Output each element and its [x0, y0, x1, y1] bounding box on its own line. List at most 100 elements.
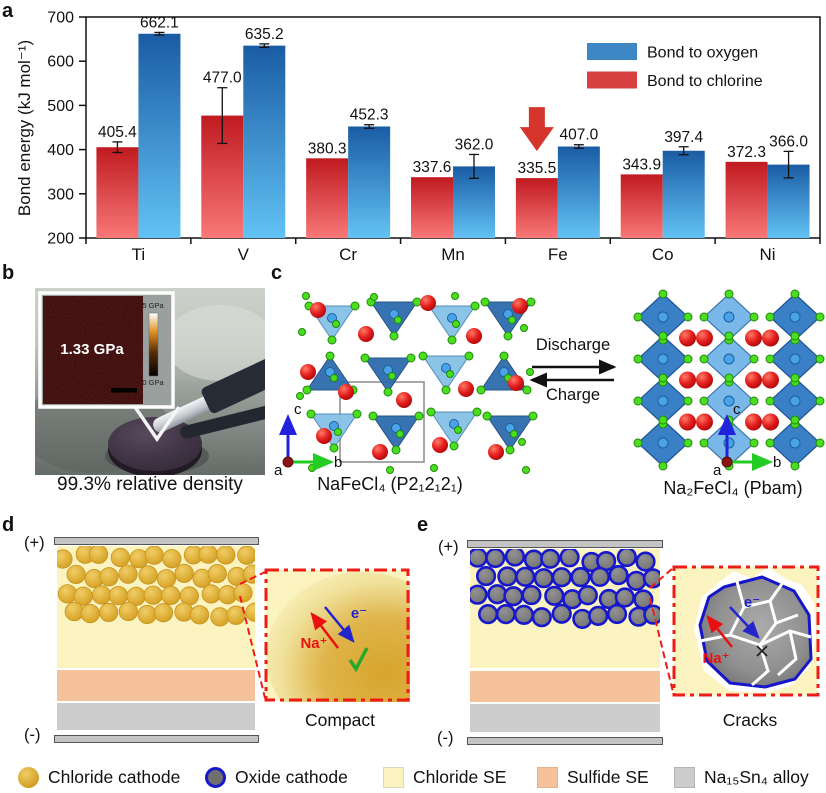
fe-atom	[789, 353, 801, 365]
cl-atom	[765, 438, 775, 448]
na-atom	[745, 371, 762, 389]
cl-atom	[414, 411, 424, 421]
cl-atom	[470, 301, 480, 311]
panel-b-label: b	[2, 262, 15, 284]
na2fecl4-formula: Na₂FeCl₄ (Pbam)	[663, 478, 803, 498]
chloride-particle	[179, 586, 199, 606]
na-atom	[512, 298, 528, 314]
alloy-swatch	[674, 766, 695, 788]
na-atom	[316, 428, 332, 444]
cl-atom	[386, 466, 394, 474]
axis-c-label: c	[294, 401, 302, 418]
chloride-particle	[118, 601, 138, 622]
bar-V-oxygen	[243, 45, 286, 238]
na-atom	[488, 444, 504, 460]
chloride-particle	[88, 546, 109, 564]
x-category-label: Ni	[760, 245, 776, 262]
na-atom	[762, 371, 779, 389]
na-atom	[300, 364, 316, 380]
y-axis-label: Bond energy (kJ mol⁻¹)	[15, 40, 34, 216]
cracks-inset: Na⁺ e⁻	[672, 565, 820, 697]
bar-Co-oxygen	[662, 150, 705, 238]
nafecl4-formula: NaFeCl₄ (P2₁2₁2₁)	[317, 474, 463, 494]
chloride-particle	[226, 605, 246, 625]
check-icon	[348, 647, 369, 673]
na-atom	[458, 381, 474, 397]
na-ion-label: Na⁺	[702, 650, 729, 667]
cl-atom	[790, 331, 800, 341]
panel-d-bottom-electrode	[54, 735, 259, 743]
fe-atom	[383, 365, 393, 375]
bar-Ti-oxygen	[138, 33, 181, 238]
sulfide-se-swatch	[537, 766, 558, 788]
panel-e-minus-terminal: (-)	[437, 729, 454, 747]
na-atom	[358, 326, 374, 342]
bar-value-label: 343.9	[622, 156, 661, 173]
bar-value-label: 452.3	[350, 107, 389, 124]
cl-atom	[482, 411, 492, 421]
cl-atom	[522, 385, 532, 395]
cl-atom	[306, 409, 316, 419]
fe-atom	[723, 395, 735, 407]
legend-item-chloride-cathode: Chloride cathode	[18, 763, 180, 791]
oxide-particle	[540, 549, 561, 569]
oxide-particle	[470, 549, 488, 568]
colorbar-max: 5 GPa	[142, 301, 164, 310]
cl-atom	[683, 396, 693, 406]
chloride-particle	[110, 547, 130, 568]
chloride-particle	[66, 564, 86, 585]
chloride-particle	[161, 585, 181, 606]
panel-e-plus-terminal: (+)	[438, 538, 459, 556]
bar-Co-chlorine	[620, 174, 663, 238]
compact-caption: Compact	[304, 710, 376, 730]
oxide-particle	[572, 608, 593, 630]
cl-atom	[526, 297, 536, 307]
na-atom	[762, 413, 779, 431]
panel-d-label: d	[2, 514, 15, 536]
cl-atom	[447, 335, 457, 345]
fe-atom	[657, 437, 669, 449]
cl-atom	[449, 441, 459, 451]
bar-Fe-oxygen	[557, 146, 600, 238]
chloride-particle	[99, 602, 119, 623]
oxide-particle	[608, 564, 629, 586]
na-atom	[310, 302, 326, 318]
cl-atom	[815, 396, 825, 406]
chloride-particle	[233, 583, 253, 603]
na-atom	[508, 375, 524, 391]
na-atom	[420, 295, 436, 311]
panel-e-label: e	[417, 514, 429, 536]
chloride-cathode-particles	[57, 546, 255, 627]
chloride-particle	[216, 546, 236, 565]
cl-atom	[683, 354, 693, 364]
bar-Fe-chlorine	[515, 178, 558, 238]
na-ion-arrow	[310, 612, 339, 649]
bar-value-label: 380.3	[308, 140, 347, 157]
y-tick-label: 600	[47, 54, 74, 71]
na-atom	[432, 437, 448, 453]
panel-e-alloy-layer	[470, 704, 660, 732]
cl-atom	[633, 396, 643, 406]
charge-label: Charge	[545, 386, 601, 404]
cl-atom	[350, 301, 360, 311]
na-atom	[696, 371, 713, 389]
fe-atom	[657, 311, 669, 323]
cl-atom	[520, 324, 528, 332]
na-atom	[696, 413, 713, 431]
cl-atom	[412, 297, 422, 307]
cl-atom	[683, 438, 693, 448]
cl-atom	[332, 320, 340, 328]
oxide-particle	[475, 565, 497, 587]
na-ion-label: Na⁺	[300, 635, 327, 652]
chloride-particle	[207, 564, 227, 584]
chloride-particle	[189, 605, 210, 625]
fe-atom	[723, 353, 735, 365]
y-tick-label: 200	[47, 231, 74, 248]
cl-atom	[815, 438, 825, 448]
cl-atom	[505, 445, 515, 455]
legend-item-oxide-cathode: Oxide cathode	[205, 763, 348, 791]
oxide-particle	[614, 587, 635, 608]
oxide-particle	[478, 604, 499, 625]
chloride-particle	[162, 549, 182, 569]
cl-atom	[658, 461, 668, 471]
